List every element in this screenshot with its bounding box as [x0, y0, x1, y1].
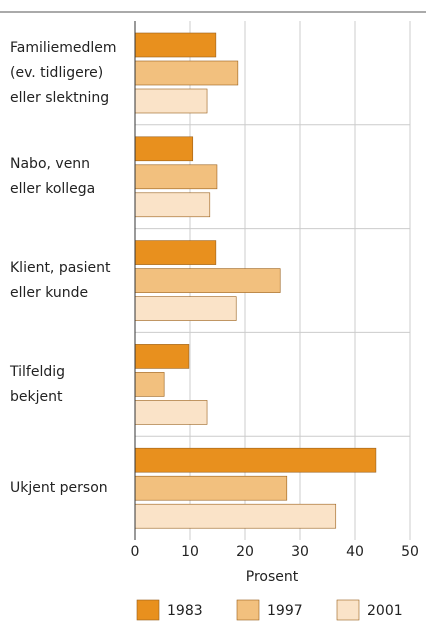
bar — [134, 296, 237, 321]
bar — [134, 240, 217, 265]
legend-swatch — [136, 599, 160, 621]
x-tick-label: 30 — [291, 544, 309, 560]
bar — [134, 32, 217, 58]
bar — [134, 475, 288, 501]
y-tick-label: Klient, pasient eller kunde — [10, 260, 111, 301]
bar — [134, 400, 208, 425]
y-tick-label: Ukjent person — [10, 480, 108, 496]
x-tick-label: 50 — [401, 544, 419, 560]
legend-label: 2001 — [367, 603, 403, 619]
bar — [134, 503, 337, 529]
bar — [134, 192, 211, 218]
legend-label: 1983 — [167, 603, 203, 619]
x-tick-label: 40 — [346, 544, 364, 560]
y-tick-label: Familiemedlem (ev. tidligere) eller slektn… — [10, 40, 117, 106]
x-axis-label: Prosent — [246, 569, 299, 585]
y-tick-label: Nabo, venn eller kollega — [10, 156, 95, 197]
legend-swatch — [236, 599, 260, 621]
bar — [134, 268, 281, 293]
bar — [134, 136, 194, 162]
x-tick-label: 20 — [236, 544, 254, 560]
x-tick-label: 0 — [131, 544, 140, 560]
bar — [134, 88, 208, 114]
x-tick-label: 10 — [181, 544, 199, 560]
y-tick-label: Tilfeldig bekjent — [9, 364, 65, 405]
bar — [134, 447, 377, 473]
bar — [134, 60, 239, 86]
legend-label: 1997 — [267, 603, 303, 619]
bar — [134, 372, 165, 397]
legend-swatch — [336, 599, 360, 621]
bar — [134, 164, 218, 190]
bar — [134, 344, 190, 369]
